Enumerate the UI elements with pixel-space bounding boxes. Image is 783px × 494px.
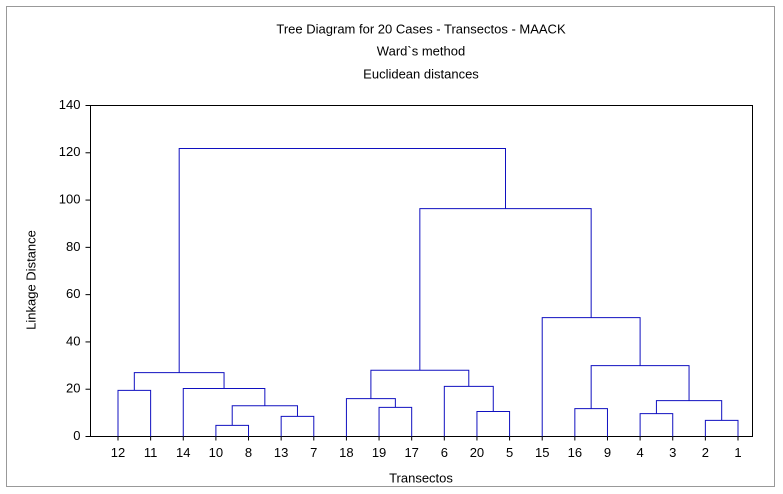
leaf-label: 6 <box>441 445 448 460</box>
leaf-label: 15 <box>535 445 549 460</box>
leaf-label: 5 <box>506 445 513 460</box>
y-tick-label: 100 <box>59 192 81 207</box>
leaf-label: 1 <box>734 445 741 460</box>
dendrogram-link <box>476 410 511 437</box>
chart-title: Tree Diagram for 20 Cases - Transectos -… <box>276 21 566 36</box>
leaf-label: 16 <box>568 445 582 460</box>
leaf-label: 3 <box>669 445 676 460</box>
leaf-label: 20 <box>470 445 484 460</box>
leaf-label: 11 <box>144 445 158 460</box>
dendrogram-link <box>178 148 506 373</box>
y-tick-label: 80 <box>66 239 80 254</box>
leaf-label: 12 <box>111 445 125 460</box>
y-tick-label: 120 <box>59 144 81 159</box>
dendrogram-link <box>704 419 739 437</box>
leaf-label: 2 <box>702 445 709 460</box>
leaf-label: 9 <box>604 445 611 460</box>
chart-frame <box>6 6 775 487</box>
leaf-label: 14 <box>176 445 190 460</box>
y-tick-label: 140 <box>59 97 81 112</box>
y-axis-label: Linkage Distance <box>23 230 38 330</box>
leaf-label: 4 <box>636 445 643 460</box>
y-tick-label: 20 <box>66 381 80 396</box>
dendrogram-link <box>419 208 592 371</box>
leaf-label: 7 <box>310 445 317 460</box>
dendrogram-link <box>215 424 250 437</box>
chart-subtitle: Euclidean distances <box>363 66 479 81</box>
y-tick-label: 40 <box>66 333 80 348</box>
y-tick-label: 0 <box>73 428 80 443</box>
leaf-label: 19 <box>372 445 386 460</box>
leaf-label: 18 <box>339 445 353 460</box>
leaf-label: 13 <box>274 445 288 460</box>
leaf-label: 17 <box>404 445 418 460</box>
plot-frame <box>90 105 753 437</box>
x-axis-label: Transectos <box>389 470 453 485</box>
chart-subtitle: Ward`s method <box>377 43 465 58</box>
leaf-label: 8 <box>245 445 252 460</box>
dendrogram-link <box>655 400 723 421</box>
dendrogram-link <box>280 415 315 437</box>
y-tick-label: 60 <box>66 286 80 301</box>
leaf-label: 10 <box>209 445 223 460</box>
